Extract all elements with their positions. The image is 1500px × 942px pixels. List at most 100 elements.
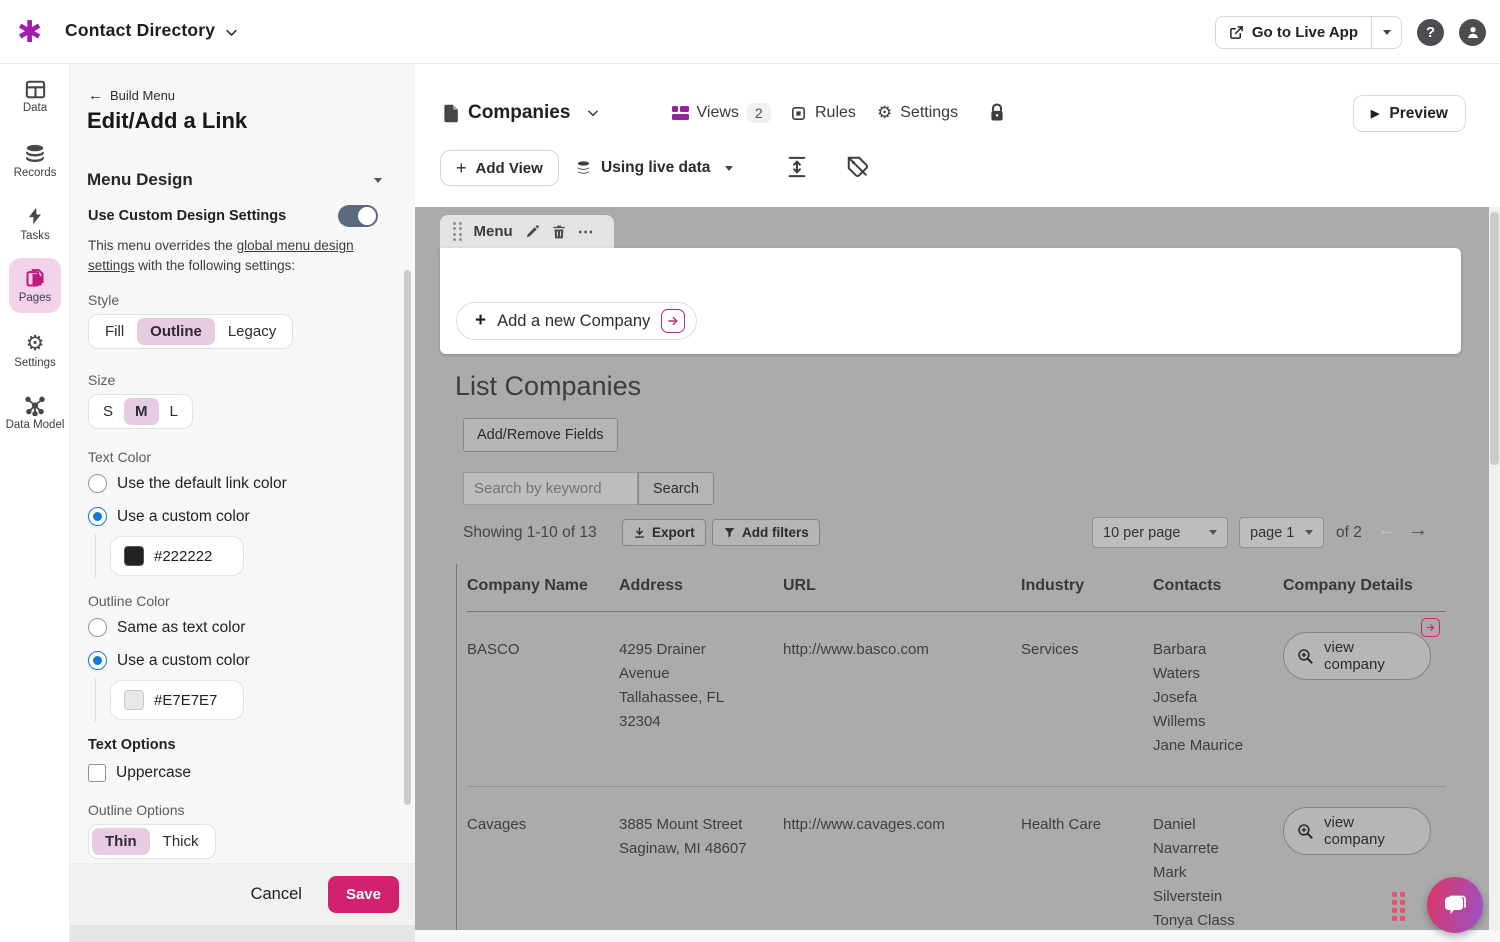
sidebar-label: Tasks xyxy=(20,230,50,242)
size-option-l[interactable]: L xyxy=(169,403,178,420)
profile-button[interactable] xyxy=(1459,18,1486,46)
radio-icon xyxy=(88,618,107,637)
add-new-company-button[interactable]: + Add a new Company xyxy=(456,302,698,340)
tag-off-icon[interactable] xyxy=(845,154,870,179)
column-header-address[interactable]: Address xyxy=(619,577,684,594)
per-page-select[interactable]: 10 per page xyxy=(1092,517,1228,548)
records-database-icon xyxy=(26,144,44,163)
sidebar-label: Pages xyxy=(18,292,52,304)
column-header-company-name[interactable]: Company Name xyxy=(467,577,588,594)
style-option-outline[interactable]: Outline xyxy=(137,318,215,345)
preview-button[interactable]: ▶ Preview xyxy=(1352,95,1466,132)
cell-company-name: BASCO xyxy=(467,641,520,658)
sidebar-label: Records xyxy=(13,167,57,179)
main-nav-rail: Data Records Tasks Pages ⚙ Settings Data… xyxy=(0,64,70,942)
tab-rules[interactable]: Rules xyxy=(790,95,856,131)
size-option-m[interactable]: M xyxy=(124,398,159,425)
sidebar-item-settings[interactable]: ⚙ Settings xyxy=(0,332,70,369)
save-button[interactable]: Save xyxy=(327,876,399,913)
menu-widget-tab[interactable]: Menu ⋯ xyxy=(440,215,614,248)
text-color-custom-radio[interactable]: Use a custom color xyxy=(88,507,250,526)
sidebar-item-data-model[interactable]: Data Model xyxy=(0,395,70,431)
search-input[interactable] xyxy=(463,472,638,505)
sidebar-item-tasks[interactable]: Tasks xyxy=(0,205,70,242)
text-color-default-radio[interactable]: Use the default link color xyxy=(88,474,287,493)
page-doc-icon xyxy=(444,104,458,122)
uppercase-checkbox-row[interactable]: Uppercase xyxy=(88,764,191,782)
bottom-strip xyxy=(415,930,1500,942)
app-menu-chevron-down-icon[interactable] xyxy=(224,25,239,40)
radio-checked-icon xyxy=(88,651,107,670)
edit-pencil-icon[interactable] xyxy=(525,224,540,239)
delete-trash-icon[interactable] xyxy=(552,224,566,240)
menu-design-section-header[interactable]: Menu Design xyxy=(87,170,382,190)
more-options-icon[interactable]: ⋯ xyxy=(577,223,595,241)
sidebar-label: Data xyxy=(22,102,48,114)
tab-views[interactable]: Views 2 xyxy=(672,95,771,131)
zoom-in-icon xyxy=(1298,648,1313,664)
panel-scrollbar[interactable] xyxy=(404,270,411,805)
outline-options-segmented-control: Thin Thick xyxy=(88,824,216,859)
go-to-live-app-button[interactable]: Go to Live App xyxy=(1214,15,1402,49)
custom-design-toggle[interactable] xyxy=(338,205,378,227)
add-filters-button[interactable]: Add filters xyxy=(712,519,820,546)
plus-icon: + xyxy=(456,157,467,178)
widget-drag-handle-icon[interactable] xyxy=(1392,892,1405,921)
style-option-fill[interactable]: Fill xyxy=(105,323,125,340)
prev-page-arrow[interactable]: ← xyxy=(1377,519,1397,541)
style-option-legacy[interactable]: Legacy xyxy=(227,323,277,340)
panel-title: Edit/Add a Link xyxy=(87,108,248,133)
column-header-contacts[interactable]: Contacts xyxy=(1153,577,1222,594)
export-button[interactable]: Export xyxy=(622,519,706,546)
help-button[interactable]: ? xyxy=(1417,18,1444,46)
page-lock-icon[interactable] xyxy=(989,102,1005,123)
page-name-dropdown[interactable]: Companies xyxy=(443,95,600,131)
size-option-s[interactable]: S xyxy=(103,403,114,420)
sidebar-item-records[interactable]: Records xyxy=(0,144,70,179)
add-remove-fields-button[interactable]: Add/Remove Fields xyxy=(463,418,618,452)
panel-bottom-strip xyxy=(70,925,415,942)
add-view-button[interactable]: + Add View xyxy=(440,150,559,186)
outline-color-picker[interactable]: #E7E7E7 xyxy=(110,680,244,720)
outline-color-swatch xyxy=(124,690,144,710)
outline-color-custom-radio[interactable]: Use a custom color xyxy=(88,651,250,670)
back-arrow-icon: ← xyxy=(88,87,103,104)
fit-vertical-icon[interactable] xyxy=(786,155,808,179)
text-options-label: Text Options xyxy=(88,737,176,753)
column-header-url[interactable]: URL xyxy=(783,577,816,594)
page-select[interactable]: page 1 xyxy=(1239,517,1324,548)
outline-option-thin[interactable]: Thin xyxy=(92,828,150,855)
views-layout-icon xyxy=(672,106,689,120)
tab-settings[interactable]: ⚙ Settings xyxy=(877,103,959,123)
text-color-picker[interactable]: #222222 xyxy=(110,536,244,576)
page-chevron-down-icon xyxy=(588,110,599,117)
column-header-company-details[interactable]: Company Details xyxy=(1283,577,1413,594)
data-source-dropdown[interactable]: Using live data xyxy=(575,150,734,186)
view-company-button[interactable]: view company xyxy=(1283,807,1431,855)
sidebar-item-pages[interactable]: Pages xyxy=(0,258,70,313)
row-detail-arrow-icon[interactable] xyxy=(1421,618,1440,637)
cell-contacts: Barbara Waters Josefa Willems Jane Mauri… xyxy=(1153,641,1244,754)
sidebar-item-data[interactable]: Data xyxy=(0,80,70,114)
view-company-button[interactable]: view company xyxy=(1283,632,1431,680)
knack-logo-icon[interactable]: ✱ xyxy=(17,15,43,50)
outline-option-thick[interactable]: Thick xyxy=(162,833,199,850)
app-title: Contact Directory xyxy=(65,20,216,40)
menu-widget-canvas[interactable]: + Add a new Company xyxy=(440,248,1461,354)
drag-handle-icon[interactable] xyxy=(453,221,462,242)
user-icon xyxy=(1467,27,1478,38)
chat-launcher-button[interactable] xyxy=(1427,877,1483,933)
go-to-live-app-caret[interactable] xyxy=(1372,15,1402,49)
canvas-scrollbar-track[interactable] xyxy=(1489,207,1500,930)
outline-color-label: Outline Color xyxy=(88,593,170,609)
global-menu-design-settings-link[interactable]: global menu design settings xyxy=(88,238,354,273)
cancel-button[interactable]: Cancel xyxy=(250,885,302,903)
back-to-build-menu-link[interactable]: ← Build Menu xyxy=(88,87,175,104)
style-label: Style xyxy=(88,292,120,308)
canvas-scrollbar-thumb[interactable] xyxy=(1490,212,1499,465)
outline-color-same-radio[interactable]: Same as text color xyxy=(88,618,245,637)
download-icon xyxy=(635,526,644,538)
column-header-industry[interactable]: Industry xyxy=(1021,577,1085,594)
search-button[interactable]: Search xyxy=(638,472,714,505)
next-page-arrow[interactable]: → xyxy=(1408,519,1428,541)
